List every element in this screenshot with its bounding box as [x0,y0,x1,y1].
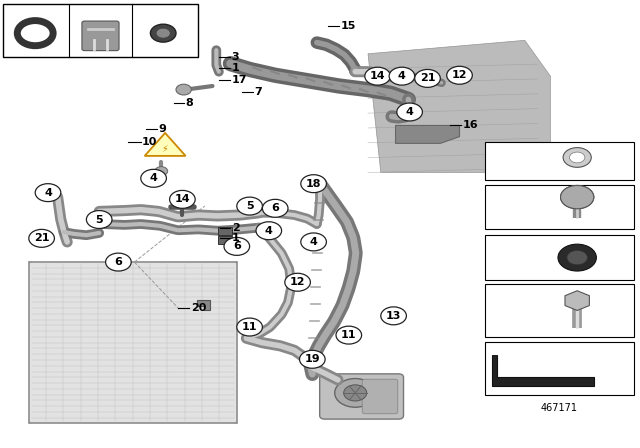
Polygon shape [368,40,550,172]
Text: 14: 14 [175,194,190,204]
Text: 1: 1 [232,233,239,243]
Text: 5: 5 [246,201,253,211]
Circle shape [365,67,390,85]
Circle shape [224,237,250,255]
Text: 4: 4 [490,289,498,299]
Text: 9: 9 [159,124,166,134]
Circle shape [301,233,326,251]
FancyBboxPatch shape [82,21,119,51]
FancyBboxPatch shape [362,379,398,414]
Text: 1: 1 [232,63,239,73]
Circle shape [558,244,596,271]
Text: 21: 21 [420,73,435,83]
Text: 16: 16 [463,121,478,130]
Text: 15: 15 [340,21,356,31]
FancyBboxPatch shape [485,342,634,395]
Text: 5: 5 [490,241,498,250]
Circle shape [447,66,472,84]
Polygon shape [145,133,186,156]
FancyBboxPatch shape [218,236,232,244]
Circle shape [237,197,262,215]
FancyBboxPatch shape [485,185,634,229]
Circle shape [567,250,588,265]
Circle shape [285,273,310,291]
Text: 12: 12 [490,147,506,157]
Circle shape [335,379,376,407]
Text: 11: 11 [341,330,356,340]
Circle shape [561,185,594,209]
Text: 4: 4 [44,188,52,198]
Polygon shape [492,355,594,386]
FancyBboxPatch shape [29,262,237,423]
Circle shape [301,175,326,193]
Text: 14: 14 [370,71,385,81]
Circle shape [381,307,406,325]
Polygon shape [396,125,460,143]
Circle shape [35,184,61,202]
Text: 11: 11 [490,164,506,174]
Text: 6: 6 [233,241,241,251]
Text: 467171: 467171 [541,403,578,413]
FancyBboxPatch shape [485,142,634,180]
Text: 2: 2 [232,224,239,233]
Text: 8: 8 [186,98,193,108]
Text: 17: 17 [232,75,247,85]
Text: 4: 4 [406,107,413,117]
Text: 11: 11 [242,322,257,332]
Circle shape [256,222,282,240]
Text: 13: 13 [386,311,401,321]
Circle shape [300,350,325,368]
Text: 21: 21 [34,233,49,243]
Text: 4: 4 [150,173,157,183]
Text: 19: 19 [305,354,320,364]
Circle shape [29,229,54,247]
Circle shape [262,199,288,217]
Text: 6: 6 [490,190,498,200]
Circle shape [170,190,195,208]
Polygon shape [197,300,210,310]
Circle shape [397,103,422,121]
Text: 6: 6 [115,257,122,267]
Text: 6: 6 [271,203,279,213]
Circle shape [24,26,46,41]
Circle shape [106,253,131,271]
Circle shape [415,69,440,87]
Circle shape [570,152,585,163]
FancyBboxPatch shape [3,4,198,57]
Circle shape [141,169,166,187]
Text: 4: 4 [398,71,406,81]
Text: 5: 5 [95,215,103,224]
Text: 13: 13 [6,7,21,17]
Circle shape [389,67,415,85]
Circle shape [237,318,262,336]
Text: 12: 12 [452,70,467,80]
FancyBboxPatch shape [319,374,404,419]
Text: 10: 10 [142,138,157,147]
Circle shape [156,28,170,38]
Circle shape [155,167,168,176]
FancyBboxPatch shape [485,235,634,280]
Text: ⚡: ⚡ [162,144,168,154]
Circle shape [561,185,594,209]
Circle shape [563,148,591,167]
Polygon shape [565,291,589,310]
Text: 4: 4 [265,226,273,236]
Circle shape [336,326,362,344]
FancyBboxPatch shape [485,284,634,337]
Circle shape [150,24,176,42]
Circle shape [86,211,112,228]
Text: 18: 18 [306,179,321,189]
Text: 20: 20 [191,303,206,313]
FancyBboxPatch shape [218,227,232,235]
Circle shape [344,385,367,401]
Text: 3: 3 [232,52,239,62]
Text: 21: 21 [135,7,150,17]
Circle shape [176,84,191,95]
Circle shape [17,21,53,46]
Text: 14: 14 [72,7,87,17]
Text: 7: 7 [255,87,262,97]
Text: 12: 12 [290,277,305,287]
Text: 4: 4 [310,237,317,247]
